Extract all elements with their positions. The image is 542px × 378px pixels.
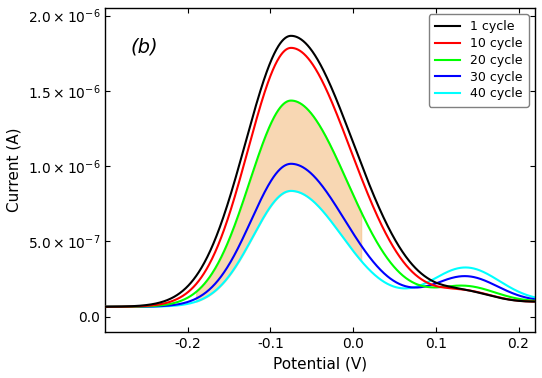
1 cycle xyxy=(102,304,108,309)
40 cycle xyxy=(146,304,152,309)
20 cycle xyxy=(146,304,152,308)
1 cycle xyxy=(146,302,152,307)
20 cycle xyxy=(288,98,294,103)
Line: 10 cycle: 10 cycle xyxy=(105,48,535,307)
40 cycle xyxy=(288,189,294,193)
Line: 1 cycle: 1 cycle xyxy=(105,36,535,307)
10 cycle xyxy=(146,304,152,308)
30 cycle xyxy=(146,304,152,309)
40 cycle xyxy=(437,273,444,277)
10 cycle xyxy=(275,56,282,60)
1 cycle xyxy=(437,282,444,287)
40 cycle xyxy=(102,305,108,309)
10 cycle xyxy=(397,256,404,260)
10 cycle xyxy=(102,305,108,309)
Line: 40 cycle: 40 cycle xyxy=(105,191,535,307)
30 cycle xyxy=(532,297,538,302)
20 cycle xyxy=(446,284,452,288)
1 cycle xyxy=(532,299,538,304)
30 cycle xyxy=(437,279,444,284)
30 cycle xyxy=(288,161,294,166)
10 cycle xyxy=(292,46,298,51)
20 cycle xyxy=(102,305,108,309)
X-axis label: Potential (V): Potential (V) xyxy=(273,356,367,371)
20 cycle xyxy=(397,271,404,276)
40 cycle xyxy=(292,189,298,194)
20 cycle xyxy=(275,107,282,112)
Line: 20 cycle: 20 cycle xyxy=(105,101,535,307)
40 cycle xyxy=(275,194,282,199)
1 cycle xyxy=(446,284,452,289)
40 cycle xyxy=(532,295,538,300)
Legend: 1 cycle, 10 cycle, 20 cycle, 30 cycle, 40 cycle: 1 cycle, 10 cycle, 20 cycle, 30 cycle, 4… xyxy=(429,14,529,107)
20 cycle xyxy=(532,299,538,303)
10 cycle xyxy=(446,286,452,290)
30 cycle xyxy=(102,305,108,309)
10 cycle xyxy=(288,46,294,50)
10 cycle xyxy=(437,285,444,289)
1 cycle xyxy=(397,247,404,251)
20 cycle xyxy=(437,285,444,290)
40 cycle xyxy=(446,269,452,274)
30 cycle xyxy=(292,162,298,166)
20 cycle xyxy=(292,99,298,103)
Line: 30 cycle: 30 cycle xyxy=(105,164,535,307)
40 cycle xyxy=(397,286,404,290)
1 cycle xyxy=(275,43,282,48)
30 cycle xyxy=(275,168,282,173)
30 cycle xyxy=(397,282,404,287)
Y-axis label: Current (A): Current (A) xyxy=(7,127,22,212)
1 cycle xyxy=(288,34,294,38)
10 cycle xyxy=(532,299,538,304)
30 cycle xyxy=(446,277,452,281)
Text: (b): (b) xyxy=(131,37,158,56)
1 cycle xyxy=(292,34,298,39)
